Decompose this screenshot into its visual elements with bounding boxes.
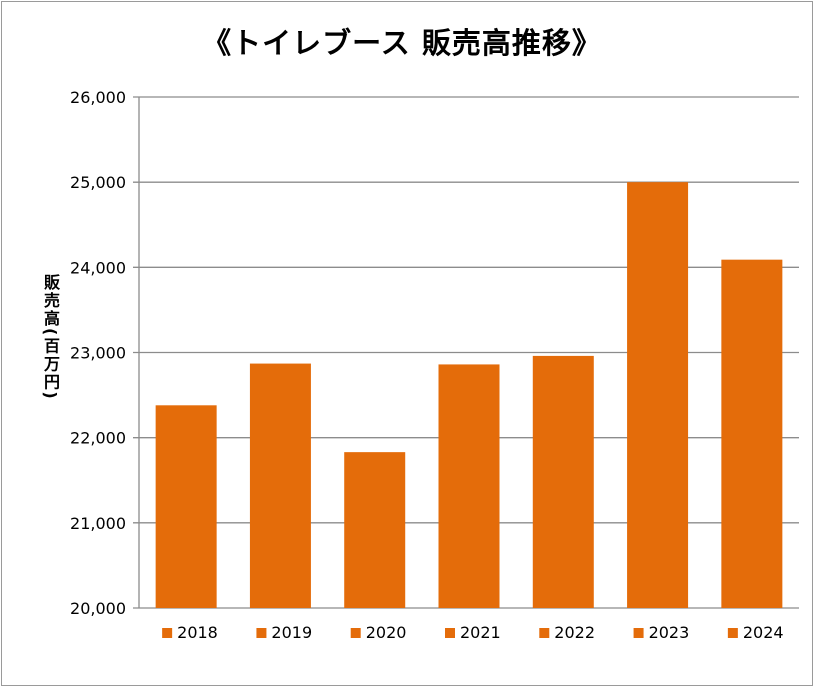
- legend-swatch: [350, 628, 361, 638]
- legend-label: 2019: [271, 623, 312, 642]
- legend-label: 2023: [649, 623, 690, 642]
- y-tick-label: 22,000: [70, 429, 126, 448]
- legend-label: 2020: [366, 623, 407, 642]
- bar-2021: [438, 364, 500, 608]
- bar-2022: [532, 355, 594, 608]
- legend-swatch: [162, 628, 173, 638]
- y-tick-label: 26,000: [70, 88, 126, 107]
- y-tick-label: 24,000: [70, 258, 126, 277]
- y-axis-title: 販売高(百万円): [41, 274, 60, 401]
- bar-2018: [155, 405, 217, 608]
- legend-label: 2022: [554, 623, 595, 642]
- bar-2023: [627, 182, 689, 608]
- legend-swatch: [445, 628, 455, 638]
- bar-2019: [249, 363, 311, 608]
- y-tick-label: 21,000: [70, 514, 126, 533]
- y-tick-label: 23,000: [70, 344, 126, 363]
- legend-label: 2018: [177, 623, 218, 642]
- bar-2024: [721, 259, 783, 608]
- chart-title: 《トイレブース 販売高推移》: [202, 26, 602, 60]
- legend-swatch: [256, 628, 267, 638]
- legend-swatch: [633, 628, 644, 638]
- legend-label: 2024: [743, 623, 784, 642]
- legend-label: 2021: [460, 623, 501, 642]
- y-tick-label: 20,000: [70, 599, 126, 618]
- legend-swatch: [727, 628, 738, 638]
- legend-swatch: [539, 628, 550, 638]
- y-tick-label: 25,000: [70, 173, 126, 192]
- bar-2020: [344, 452, 406, 608]
